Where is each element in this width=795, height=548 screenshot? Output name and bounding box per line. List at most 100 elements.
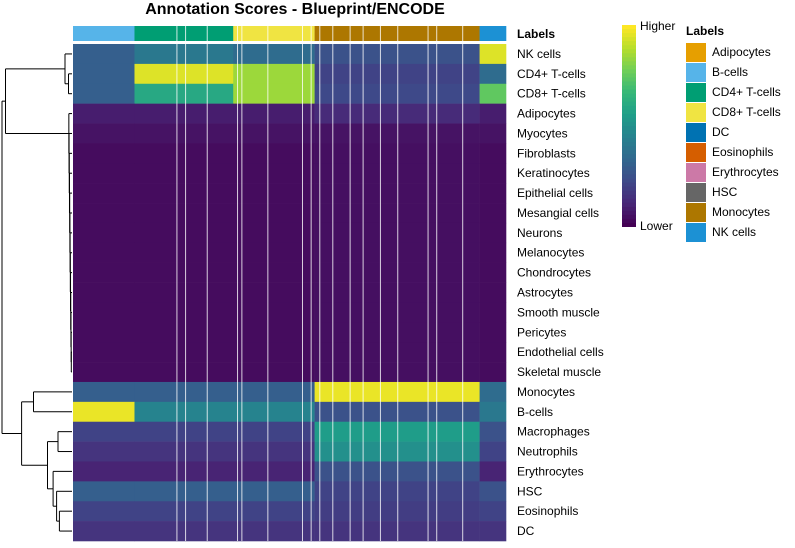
heatmap-cell — [134, 302, 234, 323]
heatmap-cell — [479, 183, 507, 204]
chart-title: Annotation Scores - Blueprint/ENCODE — [145, 1, 445, 18]
colorbar-step — [622, 126, 636, 131]
heatmap-cell — [73, 461, 135, 482]
row-label: Mesangial cells — [517, 206, 599, 220]
legend-label: CD8+ T-cells — [712, 105, 781, 119]
colorbar-step — [622, 154, 636, 159]
heatmap-cell — [479, 63, 507, 85]
row-label: Astrocytes — [517, 286, 573, 300]
row-dendrogram — [1, 53, 72, 532]
colorbar-step — [622, 101, 636, 107]
colorbar-high-label: Higher — [640, 19, 676, 33]
heatmap-cell — [479, 421, 507, 442]
colorbar-step — [622, 146, 636, 151]
heatmap-cell — [479, 381, 507, 403]
colorbar-step — [622, 162, 636, 167]
colorbar-step — [622, 214, 636, 220]
heatmap-cell — [73, 103, 135, 124]
heatmap-cell — [233, 501, 315, 522]
heatmap-cell — [134, 143, 234, 164]
heatmap-cell — [233, 381, 315, 403]
heatmap-cell — [233, 461, 315, 482]
heatmap-cell — [134, 421, 234, 442]
colorbar-step — [622, 29, 636, 34]
heatmap-cell — [134, 262, 234, 283]
colorbar-step — [622, 73, 636, 79]
legend-label: Monocytes — [712, 205, 771, 219]
heatmap-cell — [73, 183, 135, 204]
heatmap-cell — [233, 63, 315, 85]
colorbar-step — [622, 85, 636, 91]
colorbar-step — [622, 65, 636, 70]
heatmap-cell — [134, 203, 234, 224]
annotation-segment-nk-cells — [479, 26, 507, 41]
row-label: DC — [517, 524, 535, 538]
colorbar-step — [622, 142, 636, 147]
colorbar-step — [622, 37, 636, 42]
colorbar-step — [622, 97, 636, 103]
legend-swatch — [686, 82, 706, 102]
colorbar-step — [622, 182, 636, 188]
colorbar-step — [622, 33, 636, 38]
heatmap-cell — [73, 44, 135, 65]
row-label: Monocytes — [517, 385, 575, 399]
annotation-bar-title: Labels — [517, 27, 555, 41]
heatmap-cell — [233, 322, 315, 343]
heatmap-cell — [134, 123, 234, 144]
heatmap-cell — [134, 83, 234, 104]
row-label: Neutrophils — [517, 445, 578, 459]
heatmap-cells — [73, 44, 507, 542]
column-annotation-bar — [73, 26, 507, 41]
heatmap-cell — [479, 481, 507, 502]
row-label: Erythrocytes — [517, 464, 584, 478]
heatmap-cell — [134, 222, 234, 244]
legend-item: Erythrocytes — [686, 162, 781, 182]
heatmap-cell — [479, 401, 507, 423]
heatmap-cell — [134, 441, 234, 462]
annotation-segment-b-cells — [73, 26, 135, 41]
row-label: Chondrocytes — [517, 266, 591, 280]
colorbar-step — [622, 61, 636, 66]
row-label: Melanocytes — [517, 246, 584, 260]
heatmap-cell — [134, 242, 234, 263]
colorbar-step — [622, 198, 636, 204]
heatmap-cell — [479, 203, 507, 224]
legend-swatch — [686, 182, 706, 202]
heatmap-cell — [479, 521, 507, 542]
heatmap-cell — [73, 282, 135, 303]
colorbar-step — [622, 174, 636, 180]
heatmap-cell — [479, 242, 507, 263]
heatmap-cell — [233, 342, 315, 363]
colorbar-step — [622, 81, 636, 87]
annotation-segment-cd4-t-cells — [134, 26, 234, 41]
heatmap-cell — [233, 262, 315, 283]
heatmap-cell — [73, 83, 135, 104]
legend-swatch — [686, 122, 706, 142]
heatmap-cell — [73, 63, 135, 85]
colorbar-step — [622, 206, 636, 212]
heatmap-cell — [233, 222, 315, 244]
row-label: Endothelial cells — [517, 345, 604, 359]
row-label: CD4+ T-cells — [517, 67, 586, 81]
colorbar-step — [622, 170, 636, 175]
row-label: Fibroblasts — [517, 146, 576, 160]
row-label: Eosinophils — [517, 504, 578, 518]
row-label: B-cells — [517, 405, 553, 419]
heatmap-cell — [73, 381, 135, 403]
legend-item: Adipocytes — [686, 42, 781, 62]
heatmap-cell — [134, 44, 234, 65]
heatmap-cell — [73, 262, 135, 283]
heatmap-cell — [134, 461, 234, 482]
row-label: Epithelial cells — [517, 186, 593, 200]
heatmap-cell — [73, 501, 135, 522]
legend-label: DC — [712, 125, 730, 139]
heatmap-cell — [134, 342, 234, 363]
colorbar-step — [622, 109, 636, 115]
colorbar-step — [622, 41, 636, 46]
heatmap-cell — [134, 103, 234, 124]
heatmap-cell — [233, 282, 315, 303]
legend-label: Eosinophils — [712, 145, 774, 159]
row-label: CD8+ T-cells — [517, 87, 586, 101]
heatmap-cell — [73, 342, 135, 363]
colorbar-step — [622, 222, 636, 227]
